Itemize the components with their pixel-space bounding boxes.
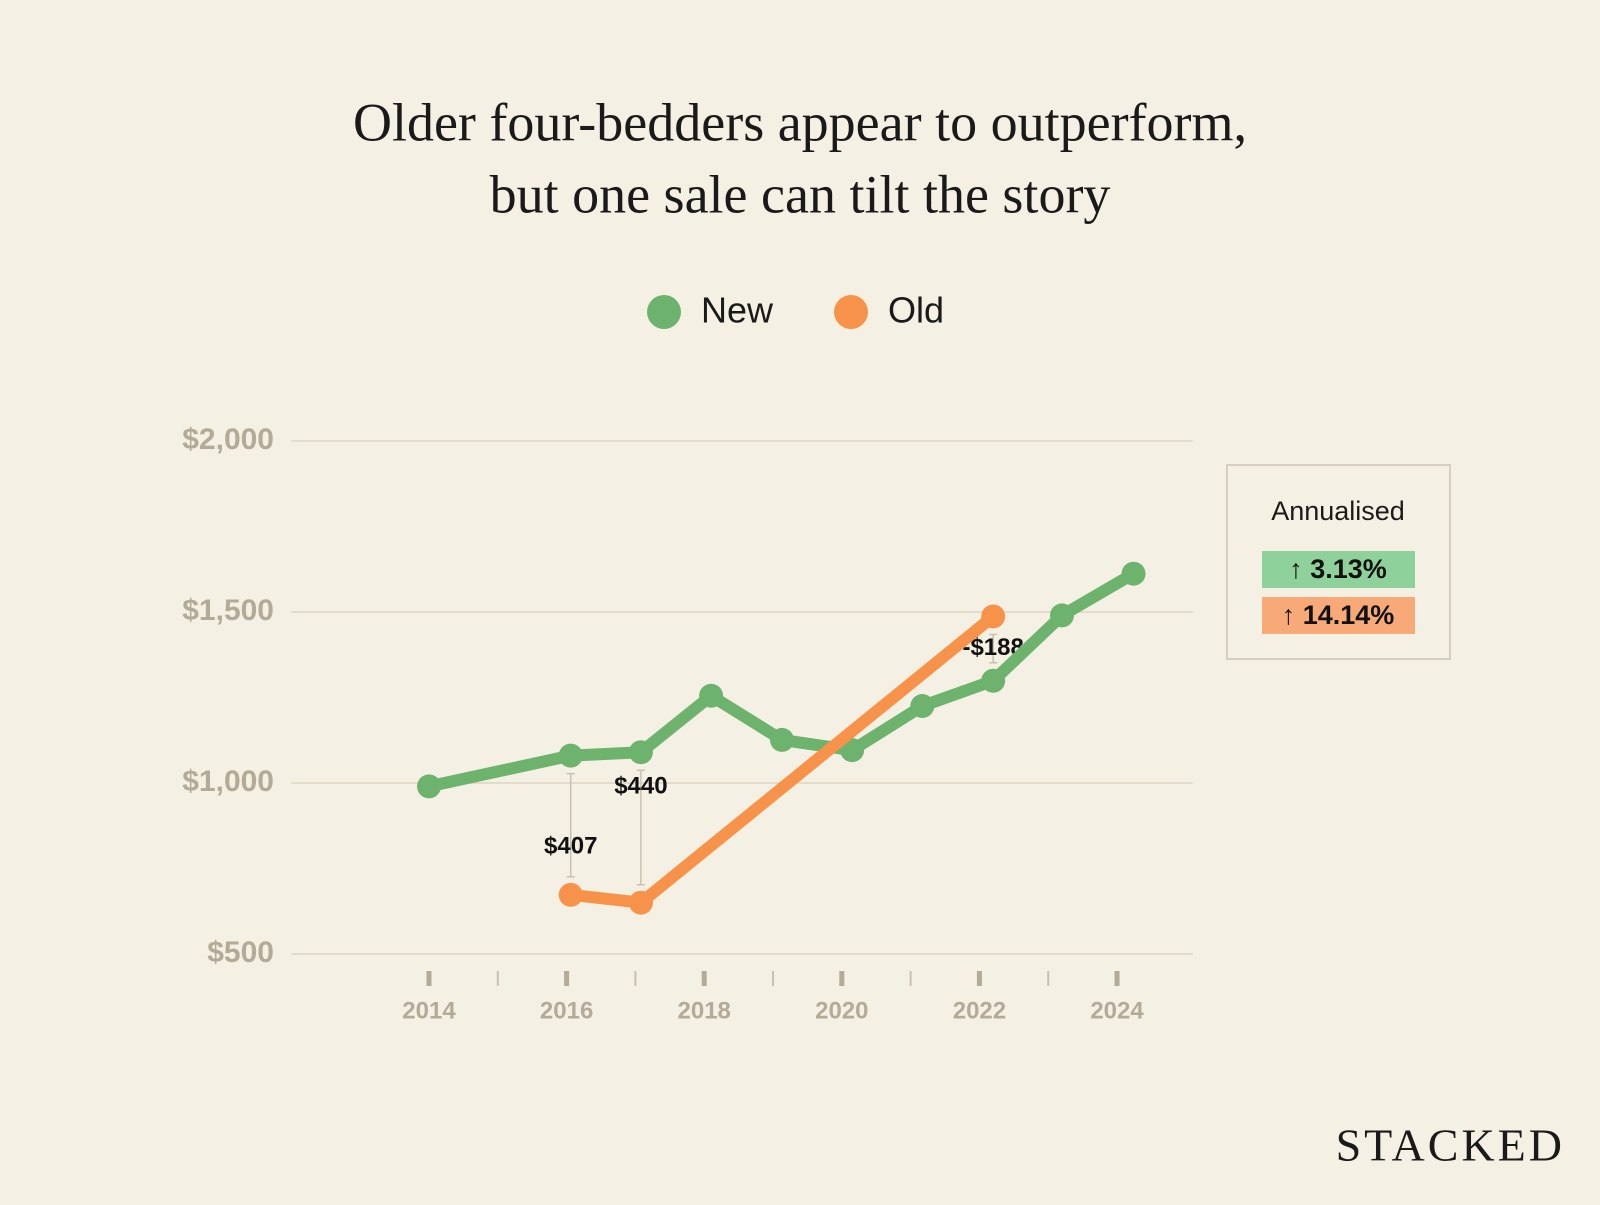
legend-marker	[834, 295, 868, 329]
x-tick-label: 2016	[540, 997, 593, 1024]
annotation: $407	[544, 833, 597, 860]
data-point	[840, 738, 865, 763]
data-point	[558, 882, 583, 907]
y-tick-label: $500	[207, 936, 274, 969]
data-point	[558, 743, 583, 768]
data-point	[417, 774, 442, 799]
data-point	[628, 890, 653, 915]
data-point	[1049, 603, 1074, 628]
side-box	[1226, 464, 1451, 660]
y-tick-label: $1,500	[182, 594, 274, 627]
legend-label: New	[701, 290, 774, 331]
data-point	[628, 740, 653, 765]
side-badge	[1262, 597, 1415, 634]
side-badge-text: ↑ 14.14%	[1282, 600, 1395, 630]
x-tick-label: 2014	[402, 997, 456, 1024]
data-point	[981, 604, 1006, 629]
y-tick-label: $1,000	[182, 765, 274, 798]
legend-label: Old	[888, 290, 944, 331]
legend-marker	[647, 295, 681, 329]
data-point	[699, 683, 724, 708]
annotation: $440	[614, 773, 667, 800]
data-point	[910, 694, 935, 719]
side-box-title: Annualised	[1271, 496, 1405, 526]
x-tick-label: 2022	[953, 997, 1006, 1024]
side-badge-text: ↑ 3.13%	[1289, 554, 1387, 584]
x-tick-label: 2020	[815, 997, 868, 1024]
chart-title: but one sale can tilt the story	[490, 164, 1111, 224]
y-tick-label: $2,000	[182, 423, 274, 456]
data-point	[769, 727, 794, 752]
x-tick-label: 2018	[678, 997, 731, 1024]
x-tick-label: 2024	[1090, 997, 1144, 1024]
data-point	[981, 668, 1006, 693]
side-badge	[1262, 551, 1415, 588]
series-line	[423, 567, 1140, 793]
brand: STACKED	[1336, 1120, 1565, 1171]
data-point	[1121, 561, 1146, 586]
chart-title: Older four-bedders appear to outperform,	[353, 92, 1247, 152]
